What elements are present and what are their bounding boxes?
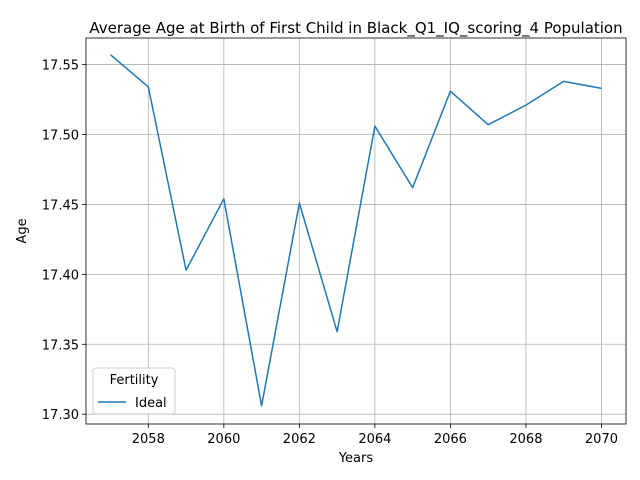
y-tick-label: 17.50	[42, 129, 79, 144]
x-tick-label: 2068	[509, 432, 542, 447]
y-tick-label: 17.35	[42, 338, 79, 353]
x-tick-label: 2066	[434, 432, 467, 447]
y-tick-label: 17.55	[42, 59, 79, 74]
x-tick-label: 2062	[283, 432, 316, 447]
grid	[86, 38, 626, 424]
legend-title: Fertility	[110, 373, 159, 388]
ticks: 2058 2060 2062 2064 2066 2068 2070 17.30 17.35 17…	[42, 59, 618, 447]
x-axis-label: Years	[338, 451, 374, 466]
series-line-ideal	[110, 54, 602, 407]
series-layer	[110, 54, 602, 407]
y-tick-label: 17.40	[42, 268, 79, 283]
x-tick-label: 2058	[132, 432, 165, 447]
y-axis-label: Age	[15, 218, 30, 243]
chart-title: Average Age at Birth of First Child in B…	[89, 19, 622, 38]
legend-label-ideal: Ideal	[135, 396, 167, 411]
y-tick-label: 17.45	[42, 198, 79, 213]
x-tick-label: 2070	[585, 432, 618, 447]
x-tick-label: 2064	[358, 432, 391, 447]
plot-frame	[85, 37, 627, 425]
legend: Fertility Ideal	[92, 367, 176, 415]
y-tick-label: 17.30	[42, 408, 79, 423]
x-tick-label: 2060	[207, 432, 240, 447]
